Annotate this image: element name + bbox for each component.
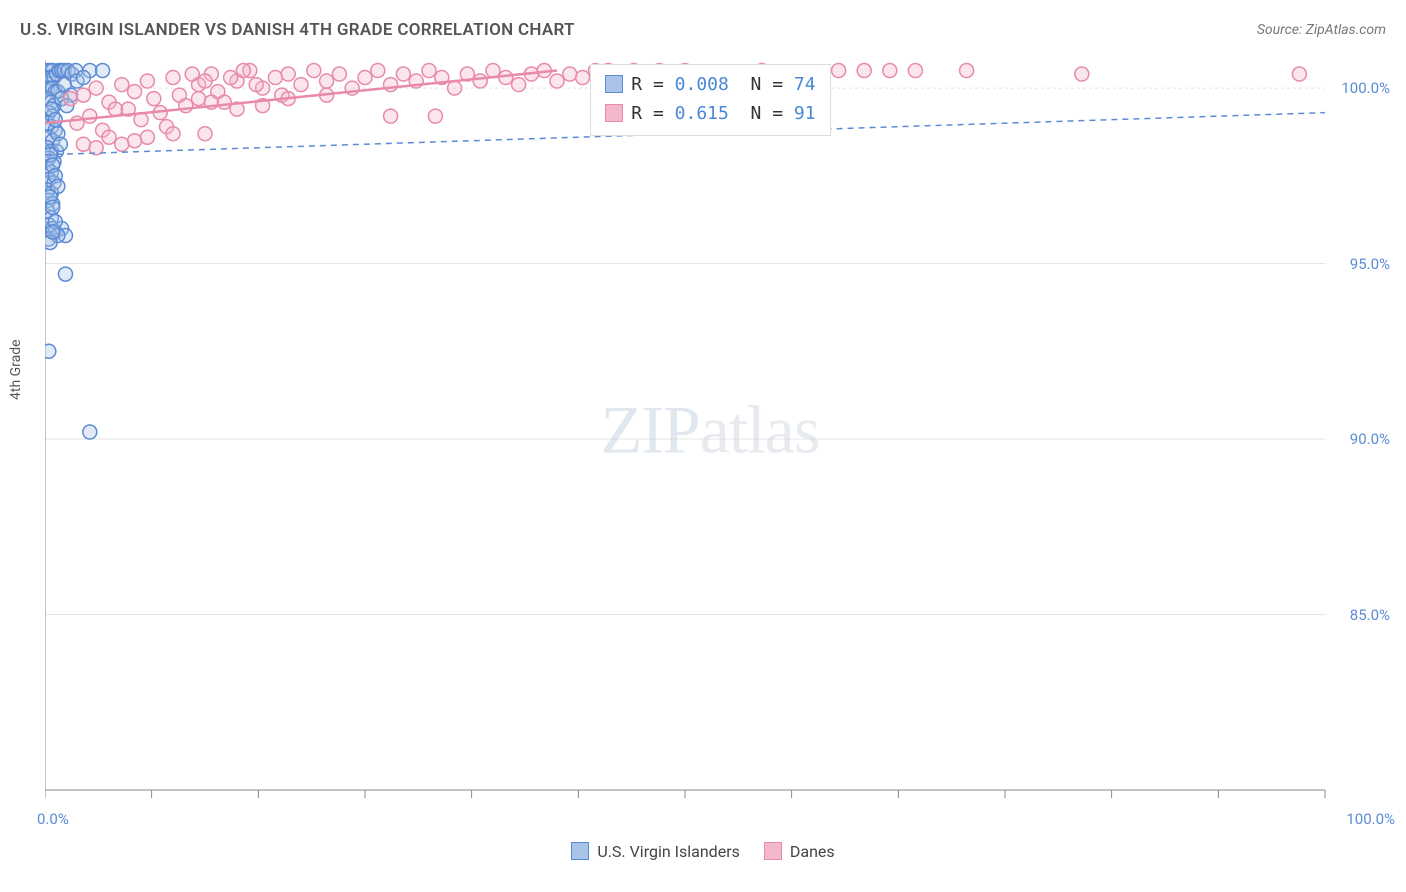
legend-label: Danes: [790, 842, 835, 861]
y-tick-label: 100.0%: [1320, 79, 1390, 97]
y-tick-label: 90.0%: [1320, 430, 1390, 448]
y-tick-label: 85.0%: [1320, 606, 1390, 624]
series-swatch: [605, 104, 623, 122]
correlation-stats-box: R = 0.008 N = 74R = 0.615 N = 91: [590, 64, 830, 136]
legend-item: Danes: [764, 842, 835, 861]
legend-swatch: [764, 842, 782, 860]
y-tick-label: 95.0%: [1320, 255, 1390, 273]
x-tick-end: 100.0%: [1346, 810, 1395, 828]
legend-item: U.S. Virgin Islanders: [571, 842, 740, 861]
legend-swatch: [571, 842, 589, 860]
legend-label: U.S. Virgin Islanders: [597, 842, 740, 861]
source-label: Source: ZipAtlas.com: [1257, 22, 1386, 38]
plot-area: ZIPatlas R = 0.008 N = 74R = 0.615 N = 9…: [45, 60, 1375, 800]
stats-row: R = 0.008 N = 74: [605, 71, 815, 100]
x-tick-start: 0.0%: [37, 810, 69, 828]
series-swatch: [605, 75, 623, 93]
bottom-legend: U.S. Virgin Islanders Danes: [0, 842, 1406, 892]
chart-header: U.S. VIRGIN ISLANDER VS DANISH 4TH GRADE…: [20, 20, 1386, 50]
y-axis-label: 4th Grade: [8, 339, 24, 400]
chart-title: U.S. VIRGIN ISLANDER VS DANISH 4TH GRADE…: [20, 20, 575, 40]
stats-row: R = 0.615 N = 91: [605, 100, 815, 129]
scatter-plot: [45, 60, 1375, 800]
